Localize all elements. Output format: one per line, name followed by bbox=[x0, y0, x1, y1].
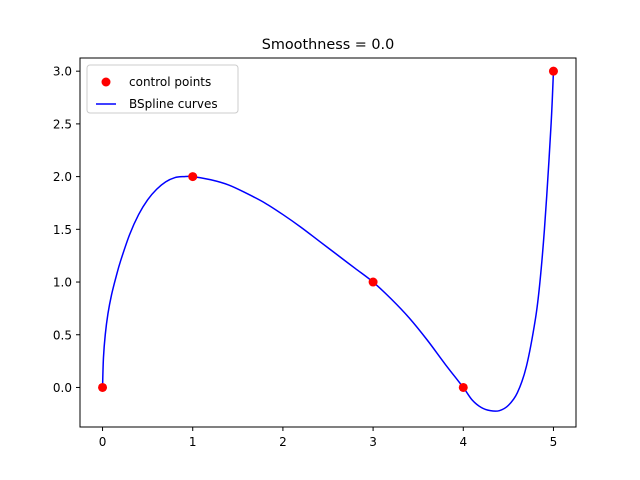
control-point bbox=[458, 382, 468, 392]
x-tick-label: 3 bbox=[369, 435, 377, 449]
control-point bbox=[368, 277, 378, 287]
control-point bbox=[188, 172, 198, 182]
legend-box bbox=[86, 64, 239, 114]
bspline-curve bbox=[101, 71, 555, 412]
x-tick-label: 2 bbox=[279, 435, 287, 449]
control-point bbox=[548, 66, 558, 76]
y-tick-label: 2.5 bbox=[53, 117, 72, 131]
x-tick-label: 0 bbox=[99, 435, 107, 449]
y-tick-label: 0.5 bbox=[53, 328, 72, 342]
legend-label: control points bbox=[129, 75, 211, 89]
control-point bbox=[98, 382, 108, 392]
legend-marker-control-points bbox=[101, 77, 111, 87]
legend: control points BSpline curves bbox=[86, 64, 239, 114]
y-tick-label: 1.5 bbox=[53, 223, 72, 237]
x-tick-label: 4 bbox=[459, 435, 467, 449]
chart-title: Smoothness = 0.0 bbox=[262, 37, 395, 53]
x-tick-label: 5 bbox=[550, 435, 558, 449]
legend-label: BSpline curves bbox=[129, 97, 218, 111]
plot-area-frame bbox=[79, 57, 577, 428]
y-tick-label: 2.0 bbox=[53, 170, 72, 184]
x-tick-label: 1 bbox=[189, 435, 197, 449]
series-layer bbox=[98, 66, 558, 412]
y-tick-label: 0.0 bbox=[53, 381, 72, 395]
y-axis: 0.0 0.5 1.0 1.5 2.0 2.5 3.0 bbox=[53, 65, 80, 395]
x-axis: 0 1 2 3 4 5 bbox=[99, 427, 558, 449]
y-tick-label: 1.0 bbox=[53, 276, 72, 290]
y-tick-label: 3.0 bbox=[53, 65, 72, 79]
